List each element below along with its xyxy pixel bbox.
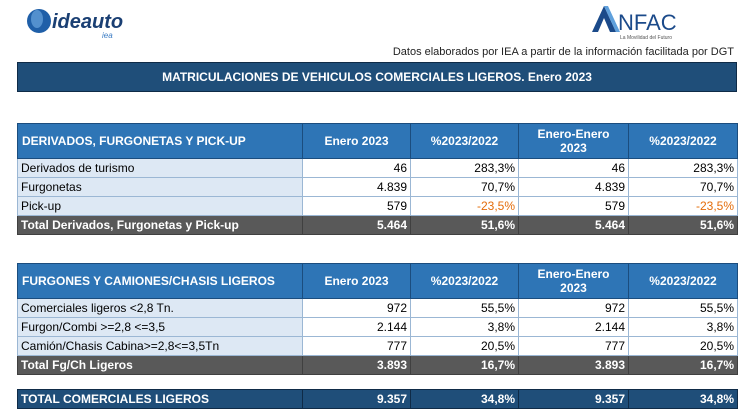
row-label: Furgonetas bbox=[17, 177, 303, 197]
cell-value: 2.144 bbox=[518, 317, 629, 337]
cell-value: 777 bbox=[302, 336, 411, 356]
cell-value: 777 bbox=[518, 336, 629, 356]
row-label: Camión/Chasis Cabina>=2,8<=3,5Tn bbox=[17, 336, 303, 356]
table-header-row: DERIVADOS, FURGONETAS Y PICK-UP Enero 20… bbox=[17, 123, 738, 159]
cell-value: 283,3% bbox=[410, 158, 519, 178]
source-note: Datos elaborados por IEA a partir de la … bbox=[392, 46, 734, 58]
grand-total-table: TOTAL COMERCIALES LIGEROS 9.357 34,8% 9.… bbox=[17, 389, 738, 409]
row-label: Furgon/Combi >=2,8 <=3,5 bbox=[17, 317, 303, 337]
total-label: Total Derivados, Furgonetas y Pick-up bbox=[17, 215, 303, 235]
grand-total-label: TOTAL COMERCIALES LIGEROS bbox=[17, 389, 303, 409]
cell-value: 4.839 bbox=[302, 177, 411, 197]
cell-value: 972 bbox=[302, 298, 411, 318]
cell-value: 579 bbox=[518, 196, 629, 216]
cell-value-negative: -23,5% bbox=[628, 196, 738, 216]
cell-value: 972 bbox=[518, 298, 629, 318]
table-row: Derivados de turismo 46 283,3% 46 283,3% bbox=[17, 158, 738, 178]
total-value: 5.464 bbox=[302, 215, 411, 235]
grand-total-value: 9.357 bbox=[518, 389, 629, 409]
cell-value: 20,5% bbox=[628, 336, 738, 356]
table-row: Camión/Chasis Cabina>=2,8<=3,5Tn 777 20,… bbox=[17, 336, 738, 356]
table-header-row: FURGONES Y CAMIONES/CHASIS LIGEROS Enero… bbox=[17, 263, 738, 299]
row-label: Comerciales ligeros <2,8 Tn. bbox=[17, 298, 303, 318]
table-row: Pick-up 579 -23,5% 579 -23,5% bbox=[17, 196, 738, 216]
table-row: Comerciales ligeros <2,8 Tn. 972 55,5% 9… bbox=[17, 298, 738, 318]
section-header: DERIVADOS, FURGONETAS Y PICK-UP bbox=[17, 123, 303, 159]
column-header-pct: %2023/2022 bbox=[410, 123, 519, 159]
furgones-table: FURGONES Y CAMIONES/CHASIS LIGEROS Enero… bbox=[17, 263, 738, 375]
cell-value-negative: -23,5% bbox=[410, 196, 519, 216]
grand-total-value: 34,8% bbox=[410, 389, 519, 409]
cell-value: 3,8% bbox=[410, 317, 519, 337]
ideauto-logo: ideauto iea bbox=[27, 9, 123, 40]
cell-value: 55,5% bbox=[410, 298, 519, 318]
total-value: 3.893 bbox=[518, 355, 629, 375]
section-header: FURGONES Y CAMIONES/CHASIS LIGEROS bbox=[17, 263, 303, 299]
column-header-pct-acum: %2023/2022 bbox=[628, 123, 738, 159]
table-row: Furgonetas 4.839 70,7% 4.839 70,7% bbox=[17, 177, 738, 197]
total-label: Total Fg/Ch Ligeros bbox=[17, 355, 303, 375]
cell-value: 579 bbox=[302, 196, 411, 216]
column-header-enero: Enero 2023 bbox=[302, 263, 411, 299]
page-title: MATRICULACIONES DE VEHICULOS COMERCIALES… bbox=[17, 62, 737, 92]
cell-value: 46 bbox=[302, 158, 411, 178]
total-value: 51,6% bbox=[410, 215, 519, 235]
cell-value: 20,5% bbox=[410, 336, 519, 356]
derivados-table: DERIVADOS, FURGONETAS Y PICK-UP Enero 20… bbox=[17, 123, 738, 235]
column-header-enero-enero: Enero-Enero 2023 bbox=[518, 123, 629, 159]
cell-value: 283,3% bbox=[628, 158, 738, 178]
total-value: 16,7% bbox=[628, 355, 738, 375]
cell-value: 3,8% bbox=[628, 317, 738, 337]
svg-text:La Movilidad del Futuro: La Movilidad del Futuro bbox=[620, 35, 672, 41]
row-label: Pick-up bbox=[17, 196, 303, 216]
cell-value: 4.839 bbox=[518, 177, 629, 197]
svg-text:NFAC: NFAC bbox=[618, 10, 677, 35]
column-header-pct-acum: %2023/2022 bbox=[628, 263, 738, 299]
grand-total-row: TOTAL COMERCIALES LIGEROS 9.357 34,8% 9.… bbox=[17, 389, 738, 409]
cell-value: 46 bbox=[518, 158, 629, 178]
svg-text:ideauto: ideauto bbox=[52, 11, 123, 33]
cell-value: 70,7% bbox=[410, 177, 519, 197]
column-header-pct: %2023/2022 bbox=[410, 263, 519, 299]
table-row: Furgon/Combi >=2,8 <=3,5 2.144 3,8% 2.14… bbox=[17, 317, 738, 337]
svg-text:iea: iea bbox=[102, 31, 113, 40]
total-value: 51,6% bbox=[628, 215, 738, 235]
total-value: 5.464 bbox=[518, 215, 629, 235]
grand-total-value: 34,8% bbox=[628, 389, 738, 409]
column-header-enero: Enero 2023 bbox=[302, 123, 411, 159]
cell-value: 2.144 bbox=[302, 317, 411, 337]
cell-value: 55,5% bbox=[628, 298, 738, 318]
column-header-enero-enero: Enero-Enero 2023 bbox=[518, 263, 629, 299]
total-row: Total Derivados, Furgonetas y Pick-up 5.… bbox=[17, 215, 738, 235]
anfac-logo: NFAC La Movilidad del Futuro bbox=[592, 6, 677, 41]
row-label: Derivados de turismo bbox=[17, 158, 303, 178]
total-row: Total Fg/Ch Ligeros 3.893 16,7% 3.893 16… bbox=[17, 355, 738, 375]
grand-total-value: 9.357 bbox=[302, 389, 411, 409]
total-value: 3.893 bbox=[302, 355, 411, 375]
total-value: 16,7% bbox=[410, 355, 519, 375]
cell-value: 70,7% bbox=[628, 177, 738, 197]
